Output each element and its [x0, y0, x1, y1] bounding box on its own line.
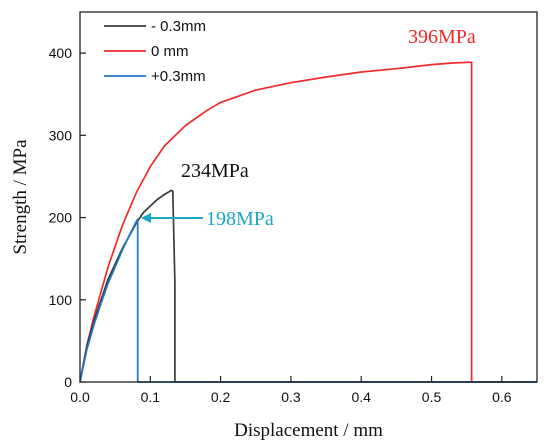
x-tick-label: 0.6 — [492, 389, 512, 405]
series-line-0 — [80, 189, 537, 383]
y-tick-label: 0 — [64, 374, 72, 390]
x-tick-label: 0.3 — [281, 389, 301, 405]
y-tick-label: 400 — [49, 45, 73, 61]
legend-label-2: +0.3mm — [151, 68, 206, 85]
y-axis-title: Strength / MPa — [10, 139, 31, 255]
y-tick-label: 200 — [49, 210, 73, 226]
series-layer — [80, 61, 537, 383]
series-line-1 — [80, 61, 537, 383]
series-line-2 — [80, 218, 537, 383]
annotation-198mpa: 198MPa — [206, 208, 274, 230]
x-tick-label: 0.4 — [351, 389, 371, 405]
ticks-layer: 0.0 0.1 0.2 0.3 0.4 0.5 0.6 0 100 200 300 400 — [49, 45, 512, 405]
legend: - 0.3mm 0 mm +0.3mm — [104, 18, 206, 85]
x-axis-title: Displacement / mm — [234, 420, 383, 441]
annotation-arrow-head — [141, 213, 151, 223]
legend-label-0: - 0.3mm — [151, 18, 206, 35]
annotation-396mpa: 396MPa — [408, 26, 476, 48]
x-tick-label: 0.2 — [211, 389, 231, 405]
annotations: 396MPa 234MPa 198MPa — [141, 26, 476, 230]
annotation-234mpa: 234MPa — [181, 160, 249, 182]
x-tick-label: 0.5 — [422, 389, 442, 405]
x-tick-label: 0.0 — [70, 389, 90, 405]
plot-frame — [79, 11, 538, 383]
y-tick-label: 300 — [49, 127, 73, 143]
x-tick-label: 0.1 — [141, 389, 161, 405]
y-tick-label: 100 — [49, 292, 73, 308]
legend-label-1: 0 mm — [151, 43, 189, 60]
